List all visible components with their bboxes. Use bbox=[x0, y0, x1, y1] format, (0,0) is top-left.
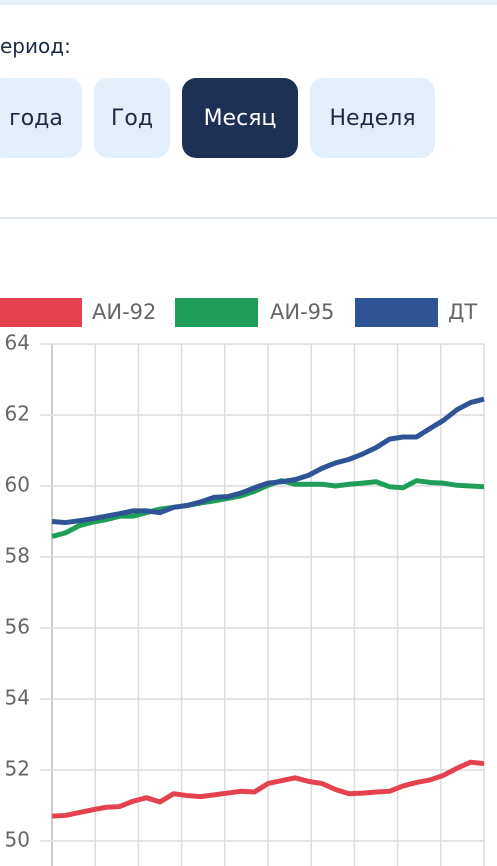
y-tick-label: 60 bbox=[5, 473, 30, 497]
legend-swatch bbox=[175, 298, 258, 327]
period-button[interactable]: года bbox=[0, 78, 82, 158]
y-tick-label: 64 bbox=[5, 331, 30, 355]
legend-swatch bbox=[355, 298, 438, 327]
period-button[interactable]: Неделя bbox=[310, 78, 435, 158]
period-button[interactable]: Год bbox=[94, 78, 170, 158]
y-tick-label: 58 bbox=[5, 544, 30, 568]
y-tick-label: 62 bbox=[5, 402, 30, 426]
y-tick-label: 54 bbox=[5, 686, 30, 710]
y-tick-label: 50 bbox=[5, 828, 30, 852]
period-button[interactable]: Месяц bbox=[182, 78, 298, 158]
period-label: ериод: bbox=[0, 34, 71, 58]
y-tick-label: 52 bbox=[5, 757, 30, 781]
y-tick-label: 56 bbox=[5, 615, 30, 639]
legend-label: ДТ bbox=[448, 300, 477, 324]
legend-label: АИ-95 bbox=[270, 300, 334, 324]
legend-swatch bbox=[0, 298, 82, 327]
series-line bbox=[51, 396, 485, 526]
top-bar bbox=[0, 0, 497, 5]
legend-label: АИ-92 bbox=[92, 300, 156, 324]
divider bbox=[0, 217, 497, 219]
series-line bbox=[51, 759, 485, 819]
